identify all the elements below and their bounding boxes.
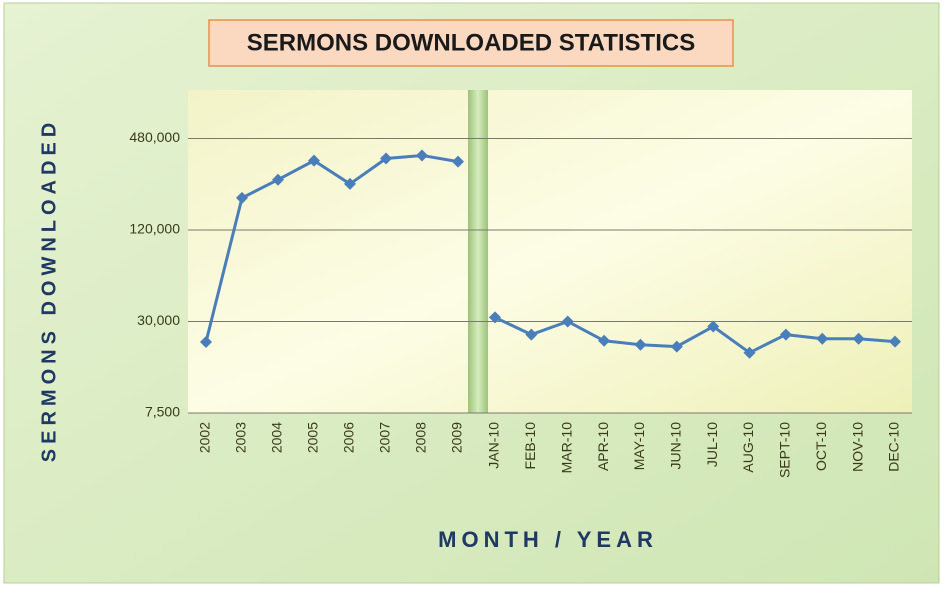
x-tick-label: 2006 bbox=[341, 422, 357, 453]
marker bbox=[852, 332, 865, 345]
x-tick-label: 2009 bbox=[449, 422, 465, 453]
x-tick-label: FEB-10 bbox=[522, 422, 538, 470]
chart-title: SERMONS DOWNLOADED STATISTICS bbox=[247, 29, 695, 56]
x-tick-label: APR-10 bbox=[595, 422, 611, 471]
y-axis-title: SERMONS DOWNLOADED bbox=[38, 118, 60, 462]
marker bbox=[452, 155, 464, 168]
marker bbox=[380, 152, 392, 165]
marker bbox=[670, 340, 683, 353]
marker bbox=[634, 338, 647, 351]
marker bbox=[889, 335, 901, 348]
x-tick-label: MAR-10 bbox=[558, 422, 574, 474]
marker bbox=[816, 332, 829, 345]
marker bbox=[416, 149, 428, 162]
x-tick-label: JUN-10 bbox=[668, 422, 684, 470]
marker bbox=[561, 315, 574, 328]
x-tick-label: 2004 bbox=[269, 422, 285, 453]
x-tick-label: OCT-10 bbox=[813, 422, 829, 471]
y-tick-label: 30,000 bbox=[137, 312, 180, 328]
marker bbox=[272, 173, 284, 186]
marker bbox=[236, 191, 248, 204]
x-tick-label: 2002 bbox=[197, 422, 213, 453]
marker bbox=[489, 311, 501, 324]
x-tick-label: 2005 bbox=[305, 422, 321, 453]
title-box bbox=[208, 19, 734, 67]
y-tick-label: 120,000 bbox=[129, 221, 180, 237]
x-tick-label: SEPT-10 bbox=[777, 422, 793, 478]
x-tick-label: MAY-10 bbox=[631, 422, 647, 470]
marker bbox=[308, 154, 320, 167]
x-tick-label: 2003 bbox=[233, 422, 249, 453]
line bbox=[204, 153, 896, 355]
x-tick-label: 2007 bbox=[377, 422, 393, 453]
marker bbox=[344, 177, 356, 190]
y-tick-label: 7,500 bbox=[145, 404, 180, 420]
marker bbox=[598, 334, 611, 347]
y-tick-label: 480,000 bbox=[129, 129, 180, 145]
marker bbox=[200, 335, 212, 348]
marker bbox=[707, 320, 720, 333]
x-tick-label: JUL-10 bbox=[704, 422, 720, 467]
x-tick-label: DEC-10 bbox=[886, 422, 902, 472]
marker bbox=[525, 328, 538, 341]
plot-area bbox=[188, 90, 912, 413]
marker bbox=[779, 328, 792, 341]
divider bbox=[468, 90, 488, 413]
x-tick-label: NOV-10 bbox=[849, 422, 865, 472]
x-tick-label: JAN-10 bbox=[486, 422, 502, 469]
marker bbox=[743, 346, 756, 359]
x-axis-title: MONTH / YEAR bbox=[438, 527, 658, 552]
x-tick-label: 2008 bbox=[413, 422, 429, 453]
x-tick-label: AUG-10 bbox=[740, 422, 756, 473]
